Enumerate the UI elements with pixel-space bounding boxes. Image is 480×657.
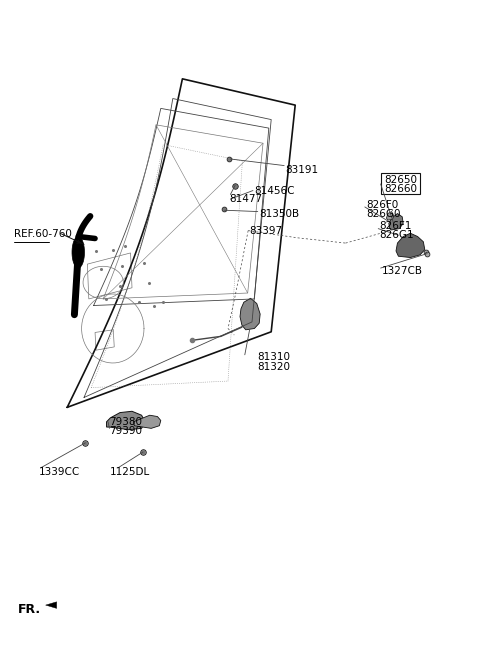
- Polygon shape: [107, 411, 145, 430]
- Polygon shape: [386, 212, 394, 220]
- Polygon shape: [240, 298, 260, 330]
- Text: 81310: 81310: [257, 352, 290, 363]
- Text: 82650: 82650: [384, 175, 417, 185]
- Polygon shape: [396, 233, 425, 258]
- Text: 82660: 82660: [384, 184, 417, 194]
- Text: FR.: FR.: [18, 603, 41, 616]
- Text: 826G1: 826G1: [379, 230, 414, 240]
- Text: 83191: 83191: [286, 164, 319, 175]
- Text: 826G0: 826G0: [366, 209, 400, 219]
- Text: 83397: 83397: [250, 226, 283, 237]
- Polygon shape: [72, 237, 84, 268]
- Text: 81456C: 81456C: [254, 185, 295, 196]
- Text: 826F1: 826F1: [379, 221, 411, 231]
- Text: 826F0: 826F0: [366, 200, 398, 210]
- Text: 79380: 79380: [109, 417, 143, 427]
- Text: 1327CB: 1327CB: [382, 266, 423, 277]
- Polygon shape: [133, 415, 161, 428]
- Polygon shape: [389, 214, 403, 230]
- Text: 81477: 81477: [229, 194, 263, 204]
- Text: REF.60-760: REF.60-760: [14, 229, 72, 239]
- Polygon shape: [46, 602, 57, 608]
- Text: 1125DL: 1125DL: [109, 466, 150, 477]
- Text: 79390: 79390: [109, 426, 143, 436]
- Text: 81320: 81320: [257, 362, 290, 373]
- Text: 1339CC: 1339CC: [38, 466, 80, 477]
- Text: 81350B: 81350B: [259, 209, 300, 219]
